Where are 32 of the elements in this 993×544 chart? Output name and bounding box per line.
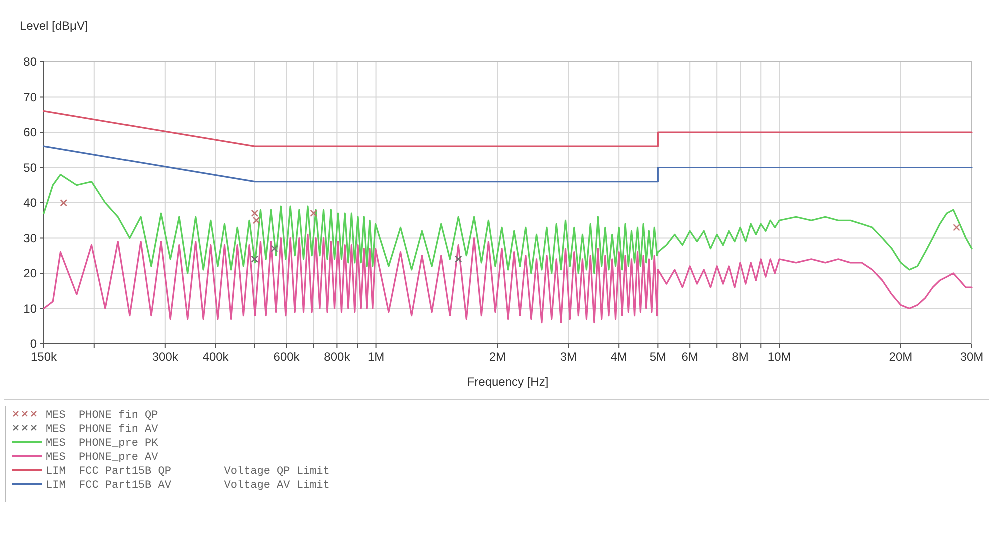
x-axis-title: Frequency [Hz] [467,375,549,389]
y-tick-label: 40 [24,196,38,210]
legend-label: MES PHONE_pre AV [46,452,159,464]
legend-label: LIM FCC Part15B AV Voltage AV Limit [46,480,330,492]
x-tick-label: 10M [768,350,792,364]
y-tick-label: 30 [24,231,38,246]
x-tick-label: 30M [960,350,984,364]
y-tick-label: 80 [24,55,38,69]
x-tick-label: 2M [489,350,506,364]
y-axis-title: Level [dBμV] [20,19,88,33]
x-tick-label: 5M [650,350,667,364]
legend-label: MES PHONE fin AV [46,424,159,436]
x-tick-label: 20M [889,350,913,364]
x-tick-label: 400k [202,350,230,364]
x-tick-label: 150k [30,350,58,364]
x-tick-label: 4M [610,350,628,364]
y-tick-label: 10 [24,302,38,316]
y-tick-label: 0 [30,337,38,351]
x-tick-label: 3M [560,350,578,364]
x-tick-label: 600k [274,350,301,364]
y-tick-label: 70 [24,90,38,104]
y-tick-label: 50 [24,160,38,175]
x-tick-label: 1M [368,350,385,364]
y-tick-label: 20 [24,266,38,280]
x-tick-label: 300k [152,350,180,364]
legend-label: MES PHONE fin QP [46,410,159,422]
x-tick-label: 6M [682,350,698,364]
x-tick-label: 800k [324,350,352,364]
legend-label: LIM FCC Part15B QP Voltage QP Limit [46,466,330,478]
x-tick-label: 8M [732,350,749,364]
legend-label: MES PHONE_pre PK [46,438,159,450]
y-tick-label: 60 [24,126,38,140]
